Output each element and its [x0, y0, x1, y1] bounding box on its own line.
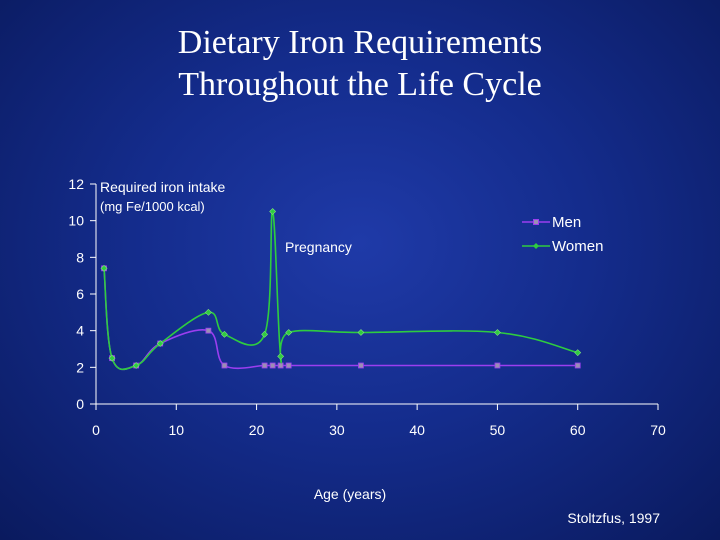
- y-axis-label-line1: Required iron intake: [100, 179, 226, 195]
- x-axis-label: Age (years): [314, 486, 386, 502]
- data-point-women: [204, 308, 212, 316]
- x-tick-label: 10: [168, 422, 184, 438]
- y-tick-label: 10: [68, 213, 84, 229]
- x-tick-label: 20: [249, 422, 265, 438]
- chart-axes: 0 2 4 6 8 10 12 0 10 20 30 40 50 60 70: [68, 176, 666, 438]
- data-point-women: [494, 329, 501, 336]
- legend-marker-women: [533, 243, 539, 249]
- data-point-men: [261, 362, 268, 369]
- data-point-men: [221, 362, 228, 369]
- y-tick-label: 2: [76, 359, 84, 375]
- data-point-men: [285, 362, 292, 369]
- x-tick-label: 70: [650, 422, 666, 438]
- data-point-men: [494, 362, 501, 369]
- data-point-women: [100, 264, 108, 272]
- data-point-women: [269, 208, 277, 215]
- data-point-women: [357, 329, 365, 336]
- data-point-women: [277, 352, 285, 360]
- legend-label-women: Women: [552, 238, 603, 255]
- data-point-men: [205, 327, 212, 334]
- data-point-women: [261, 330, 269, 338]
- x-tick-label: 30: [329, 422, 345, 438]
- slide-title: Dietary Iron Requirements Throughout the…: [0, 22, 720, 106]
- chart-series: [100, 208, 582, 371]
- series-line-women: [103, 210, 578, 371]
- data-point-women: [285, 329, 293, 336]
- data-point-women: [156, 340, 164, 347]
- y-axis-label-line2: (mg Fe/1000 kcal): [100, 199, 205, 214]
- pregnancy-annotation: Pregnancy: [285, 239, 352, 255]
- data-point-women: [221, 330, 228, 338]
- y-tick-label: 6: [76, 286, 84, 302]
- x-tick-label: 0: [92, 422, 100, 438]
- data-point-men: [269, 362, 276, 369]
- x-tick-label: 50: [490, 422, 506, 438]
- x-tick-label: 60: [570, 422, 586, 438]
- source-citation: Stoltzfus, 1997: [567, 510, 660, 526]
- data-point-men: [358, 362, 364, 369]
- x-tick-label: 40: [409, 422, 425, 438]
- slide-title-line2: Throughout the Life Cycle: [178, 66, 542, 103]
- y-tick-label: 12: [68, 176, 84, 192]
- legend-label-men: Men: [552, 214, 581, 231]
- data-point-women: [108, 354, 116, 362]
- data-point-men: [574, 362, 581, 369]
- legend-marker-men: [533, 219, 539, 225]
- data-point-women: [132, 362, 140, 369]
- y-tick-label: 4: [76, 323, 84, 339]
- slide-title-line1: Dietary Iron Requirements: [177, 24, 543, 61]
- y-tick-label: 0: [76, 396, 84, 412]
- data-point-women: [574, 349, 582, 357]
- data-point-men: [277, 362, 284, 369]
- series-line-men: [103, 268, 578, 371]
- y-tick-label: 8: [76, 249, 84, 265]
- chart-legend: Men Women: [522, 214, 603, 255]
